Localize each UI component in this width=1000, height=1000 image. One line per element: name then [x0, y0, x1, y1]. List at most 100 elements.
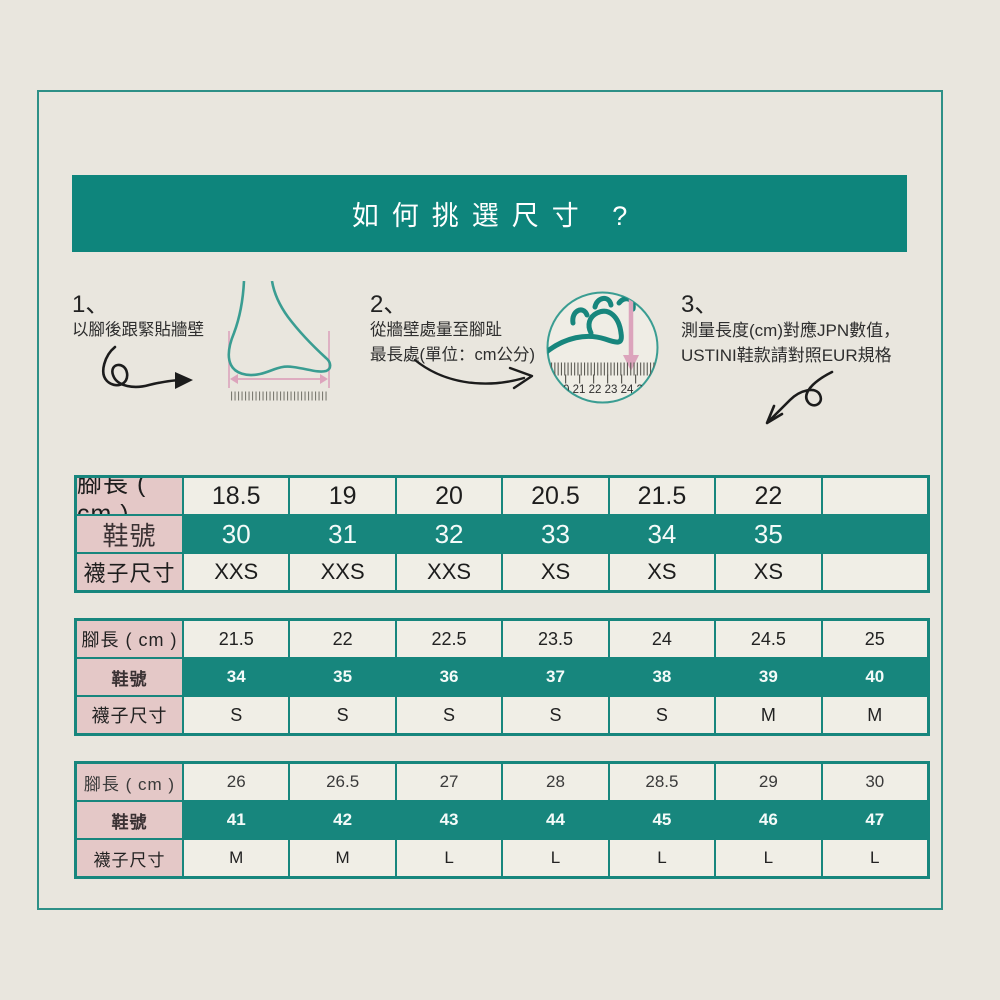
row-label: 襪子尺寸: [77, 697, 182, 733]
table-row: 鞋號 34 35 36 37 38 39 40: [77, 659, 927, 695]
table-cell: S: [609, 697, 715, 733]
squiggle-arrow-icon: [102, 345, 193, 389]
table-cell: 22: [290, 621, 395, 657]
table-cell: 34: [609, 516, 715, 552]
table-cell: 21.5: [609, 478, 715, 514]
outer-frame: [37, 90, 943, 910]
table-cell: [822, 554, 927, 590]
table-cell: XS: [609, 554, 715, 590]
table-cell: S: [503, 697, 608, 733]
table-cell: 45: [609, 802, 715, 838]
table-cell: 35: [290, 659, 395, 695]
table-cell: 21.5: [184, 621, 289, 657]
table-cell: 46: [716, 802, 821, 838]
page-title: 如何挑選尺寸 ?: [351, 201, 641, 231]
step-2-text-line2: 最長處(單位：cm公分): [370, 346, 535, 364]
table-cell: 30: [184, 516, 289, 552]
size-table-1: 腳長 ( cm ) 18.5 19 20 20.5 21.5 22 鞋號 30 31 32 33 34 3…: [74, 475, 930, 593]
step-3-number: 3、: [681, 291, 719, 318]
foot-measure-illustration: [227, 281, 332, 401]
table-cell: 20: [396, 478, 502, 514]
step-2-text-line1: 從牆壁處量至腳趾: [370, 321, 502, 339]
table-cell: L: [503, 840, 608, 876]
table-cell: M: [290, 840, 395, 876]
table-cell: XS: [716, 554, 821, 590]
table-row: 腳長 ( cm ) 21.5 22 22.5 23.5 24 24.5 25: [77, 621, 927, 657]
table-cell: M: [716, 697, 821, 733]
size-table-3: 腳長 ( cm ) 26 26.5 27 28 28.5 29 30 鞋號 41 42 43 44 45 4…: [74, 761, 930, 879]
row-label: 腳長 ( cm ): [77, 621, 182, 657]
table-row: 腳長 ( cm ) 26 26.5 27 28 28.5 29 30: [77, 764, 927, 800]
size-table-2: 腳長 ( cm ) 21.5 22 22.5 23.5 24 24.5 25 鞋號 34 35 36 3…: [74, 618, 930, 736]
step-1-text: 以腳後跟緊貼牆壁: [72, 321, 204, 339]
table-cell: 44: [503, 802, 608, 838]
table-cell: 20.5: [503, 478, 608, 514]
table-cell: L: [822, 840, 927, 876]
step-1-number: 1、: [72, 291, 110, 318]
step-3-text-line2: USTINI鞋款請對照EUR規格: [681, 346, 892, 365]
table-cell: 22.5: [396, 621, 502, 657]
magnifier-ruler-numbers: 20 21 22 23 24 25: [557, 384, 650, 396]
magnifier-toe-ruler-illustration: 20 21 22 23 24 25: [546, 291, 659, 404]
table-cell: 28.5: [609, 764, 715, 800]
table-cell: L: [716, 840, 821, 876]
row-label: 鞋號: [77, 659, 182, 695]
table-row: 襪子尺寸 XXS XXS XXS XS XS XS: [77, 554, 927, 590]
row-label: 襪子尺寸: [77, 840, 182, 876]
table-cell: 25: [822, 621, 927, 657]
table-cell: [822, 478, 927, 514]
table-cell: 24.5: [716, 621, 821, 657]
table-cell: 41: [184, 802, 289, 838]
table-cell: 33: [503, 516, 608, 552]
table-cell: XXS: [290, 554, 395, 590]
table-cell: 37: [503, 659, 608, 695]
table-row: 腳長 ( cm ) 18.5 19 20 20.5 21.5 22: [77, 478, 927, 514]
table-cell: [822, 516, 927, 552]
step-1: 1、 以腳後跟緊貼牆壁: [72, 292, 204, 343]
table-cell: 42: [290, 802, 395, 838]
table-cell: XXS: [184, 554, 289, 590]
table-cell: 23.5: [503, 621, 608, 657]
table-cell: 34: [184, 659, 289, 695]
table-cell: XS: [503, 554, 608, 590]
table-cell: S: [290, 697, 395, 733]
table-cell: 40: [822, 659, 927, 695]
curl-arrow-icon: [765, 370, 834, 425]
table-cell: 24: [609, 621, 715, 657]
table-row: 鞋號 41 42 43 44 45 46 47: [77, 802, 927, 838]
step-2-number: 2、: [370, 291, 408, 318]
table-row: 襪子尺寸 M M L L L L L: [77, 840, 927, 876]
table-cell: 39: [716, 659, 821, 695]
step-3-text-line1: 測量長度(cm)對應JPN數值，: [681, 321, 901, 340]
table-cell: XXS: [396, 554, 502, 590]
row-label: 襪子尺寸: [77, 554, 182, 590]
swoop-arrow-icon: [413, 358, 534, 390]
table-cell: M: [822, 697, 927, 733]
row-label: 腳長 ( cm ): [77, 764, 182, 800]
table-cell: 28: [503, 764, 608, 800]
row-label: 鞋號: [77, 802, 182, 838]
table-cell: M: [184, 840, 289, 876]
table-cell: S: [396, 697, 502, 733]
row-label: 腳長 ( cm ): [77, 478, 182, 514]
table-cell: S: [184, 697, 289, 733]
table-cell: 30: [822, 764, 927, 800]
table-cell: L: [396, 840, 502, 876]
table-cell: 31: [290, 516, 395, 552]
table-cell: 22: [716, 478, 821, 514]
table-cell: 38: [609, 659, 715, 695]
table-cell: 43: [396, 802, 502, 838]
title-banner: 如何挑選尺寸 ?: [72, 175, 907, 252]
table-cell: 26.5: [290, 764, 395, 800]
table-cell: 19: [290, 478, 395, 514]
table-row: 鞋號 30 31 32 33 34 35: [77, 516, 927, 552]
row-label: 鞋號: [77, 516, 182, 552]
table-cell: 18.5: [184, 478, 289, 514]
table-cell: L: [609, 840, 715, 876]
table-cell: 26: [184, 764, 289, 800]
step-3: 3、 測量長度(cm)對應JPN數值， USTINI鞋款請對照EUR規格: [681, 292, 900, 368]
step-2: 2、 從牆壁處量至腳趾 最長處(單位：cm公分): [370, 292, 535, 368]
table-cell: 29: [716, 764, 821, 800]
table-row: 襪子尺寸 S S S S S M M: [77, 697, 927, 733]
